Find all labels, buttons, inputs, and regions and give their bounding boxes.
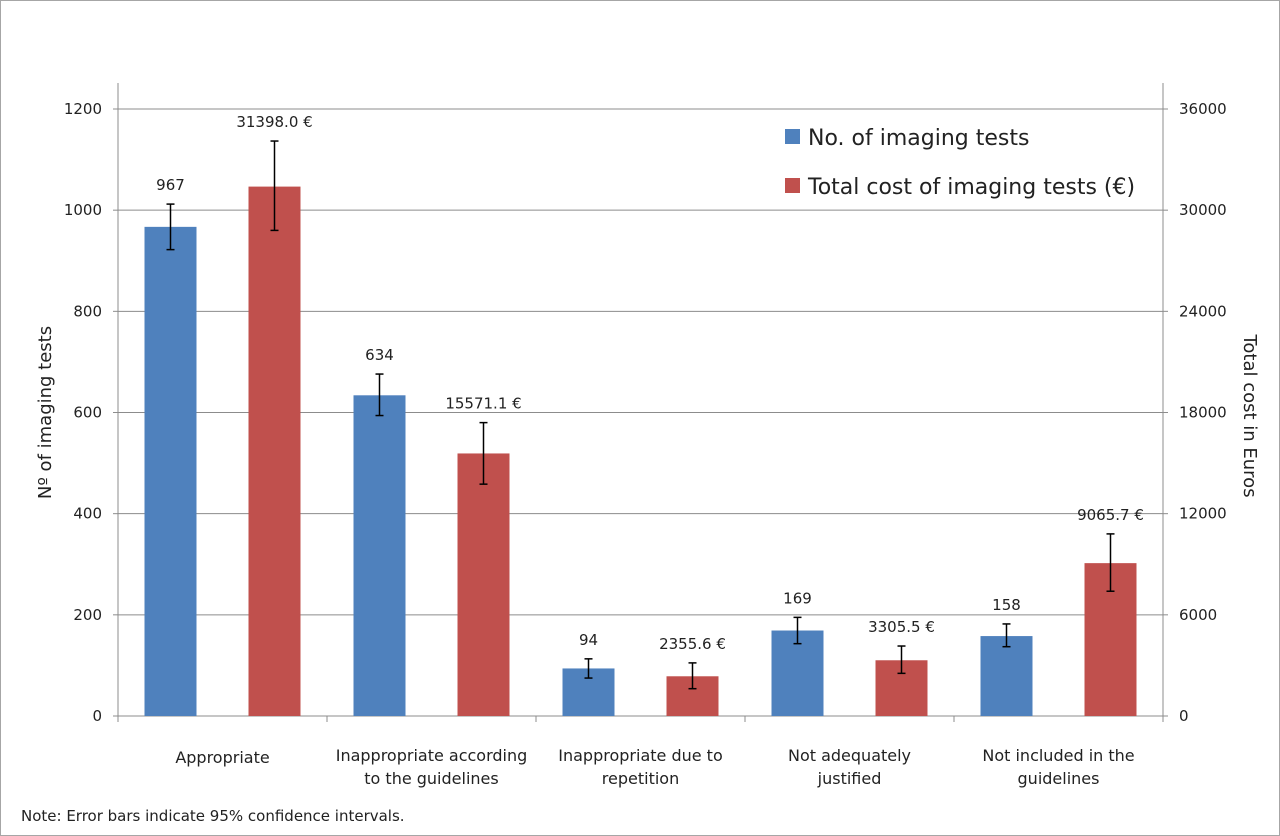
bar-cost — [248, 186, 301, 716]
y2-axis-title: Total cost in Euros — [1239, 333, 1260, 497]
legend-swatch — [785, 129, 800, 144]
data-label: 9065.7 € — [1077, 506, 1144, 524]
right-tick-label: 30000 — [1179, 201, 1227, 219]
right-tick-label: 6000 — [1179, 606, 1217, 624]
data-label: 169 — [783, 589, 812, 607]
bar-count — [771, 630, 824, 716]
left-tick-label: 0 — [92, 707, 102, 725]
legend-label: No. of imaging tests — [808, 126, 1029, 151]
category-label: Appropriate — [175, 748, 269, 767]
category-label: justified — [817, 769, 882, 788]
bar-count — [353, 395, 406, 716]
right-tick-label: 0 — [1179, 707, 1189, 725]
right-tick-label: 24000 — [1179, 302, 1227, 320]
bar-count — [144, 226, 197, 716]
category-label: Not adequately — [788, 746, 911, 765]
right-tick-label: 12000 — [1179, 505, 1227, 523]
category-label: Not included in the — [982, 746, 1134, 765]
left-tick-label: 1200 — [64, 100, 102, 118]
data-label: 31398.0 € — [236, 113, 312, 131]
data-label: 158 — [992, 596, 1021, 614]
category-label: Inappropriate according — [336, 746, 528, 765]
left-tick-label: 400 — [73, 505, 102, 523]
category-label: Inappropriate due to — [558, 746, 722, 765]
bar-cost — [457, 453, 510, 716]
left-tick-label: 1000 — [64, 201, 102, 219]
bar-count — [980, 636, 1033, 716]
right-tick-label: 36000 — [1179, 100, 1227, 118]
data-label: 2355.6 € — [659, 635, 726, 653]
chart-note: Note: Error bars indicate 95% confidence… — [21, 807, 405, 825]
category-label: to the guidelines — [364, 769, 498, 788]
data-label: 967 — [156, 176, 185, 194]
data-label: 15571.1 € — [445, 395, 521, 413]
left-tick-label: 800 — [73, 302, 102, 320]
legend-label: Total cost of imaging tests (€) — [807, 175, 1135, 200]
data-label: 634 — [365, 346, 394, 364]
category-label: repetition — [602, 769, 679, 788]
data-label: 3305.5 € — [868, 618, 935, 636]
left-tick-label: 200 — [73, 606, 102, 624]
left-tick-label: 600 — [73, 404, 102, 422]
category-label: guidelines — [1018, 769, 1100, 788]
data-label: 94 — [579, 631, 598, 649]
legend-swatch — [785, 178, 800, 193]
right-tick-label: 18000 — [1179, 404, 1227, 422]
y-axis-title: Nº of imaging tests — [35, 326, 56, 499]
